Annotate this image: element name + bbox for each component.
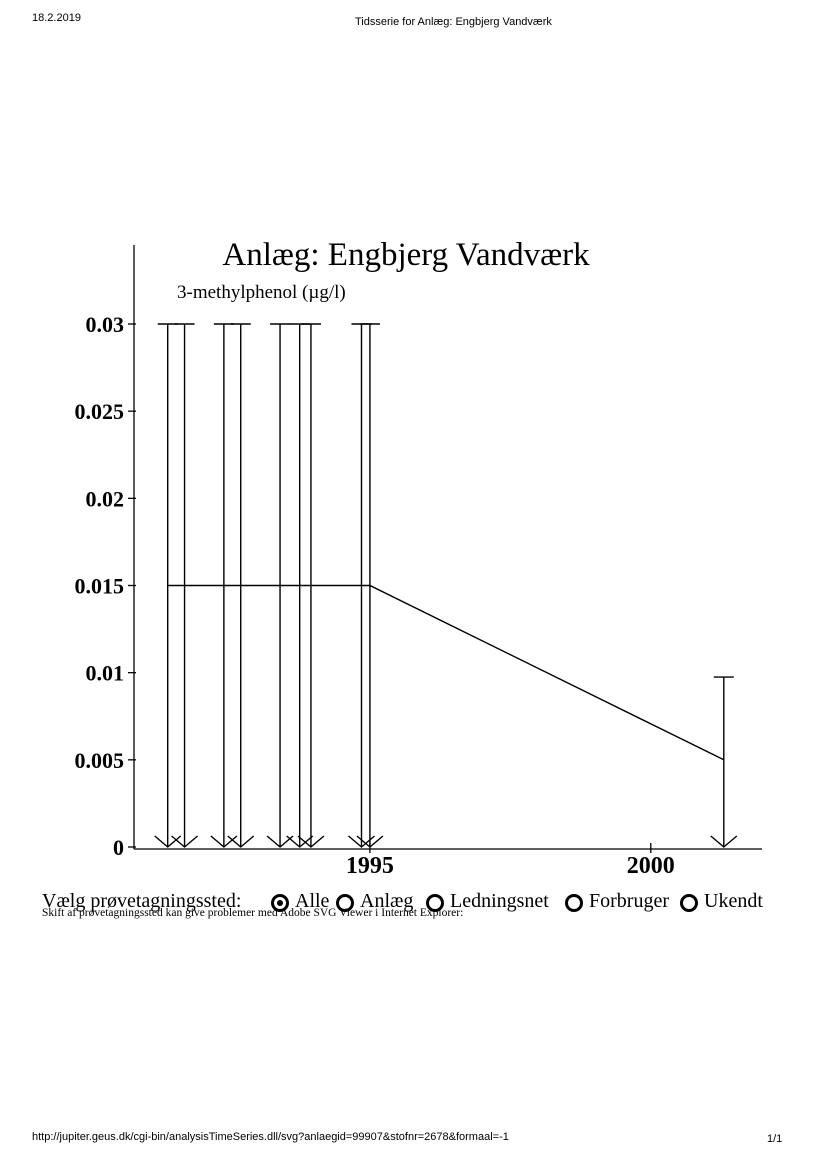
print-page-number: 1/1	[767, 1133, 783, 1145]
chart-subtitle: 3-methylphenol (µg/l)	[177, 282, 346, 303]
radio-selected-icon	[271, 893, 289, 912]
x-tick-label: 2000	[627, 853, 675, 879]
radio-option-label: Alle	[295, 890, 330, 912]
sampling-site-label: Vælg prøvetagningssted:	[42, 890, 242, 912]
below-limit-arrow	[710, 835, 738, 848]
series-line	[167, 584, 725, 761]
radio-option-label: Forbruger	[589, 890, 669, 912]
x-tick-label: 1995	[346, 853, 394, 879]
below-limit-arrow	[171, 835, 199, 848]
radio-icon	[336, 893, 354, 912]
radio-option-label: Ukendt	[704, 890, 763, 912]
radio-icon	[565, 893, 583, 912]
print-url: http://jupiter.geus.dk/cgi-bin/analysisT…	[32, 1131, 509, 1143]
print-date: 18.2.2019	[32, 12, 81, 24]
radio-option-label: Ledningsnet	[450, 890, 549, 912]
radio-option-ukendt[interactable]: Ukendt	[680, 890, 763, 913]
below-limit-arrow	[286, 835, 314, 848]
print-title: Tidsserie for Anlæg: Engbjerg Vandværk	[355, 16, 552, 28]
below-limit-arrow	[356, 835, 384, 848]
viewer-warning-note: Skift af prøvetagningssted kan give prob…	[42, 907, 464, 919]
y-tick-label: 0	[113, 835, 124, 860]
radio-icon	[680, 893, 698, 912]
radio-option-ledningsnet[interactable]: Ledningsnet	[426, 890, 549, 913]
below-limit-arrow	[227, 835, 255, 848]
below-limit-arrow	[266, 835, 294, 848]
radio-option-forbruger[interactable]: Forbruger	[565, 890, 669, 913]
y-tick-label: 0.015	[75, 574, 125, 599]
below-limit-arrow	[297, 835, 325, 848]
radio-icon	[426, 893, 444, 912]
radio-option-label: Anlæg	[360, 890, 414, 912]
radio-option-anlaeg[interactable]: Anlæg	[336, 890, 413, 913]
y-tick-label: 0.03	[86, 312, 125, 337]
y-tick-label: 0.025	[75, 399, 125, 424]
chart-title: Anlæg: Engbjerg Vandværk	[222, 237, 590, 273]
radio-option-alle[interactable]: Alle	[271, 890, 329, 913]
y-tick-label: 0.01	[86, 661, 125, 686]
y-tick-label: 0.02	[86, 486, 125, 511]
y-tick-label: 0.005	[75, 748, 125, 773]
